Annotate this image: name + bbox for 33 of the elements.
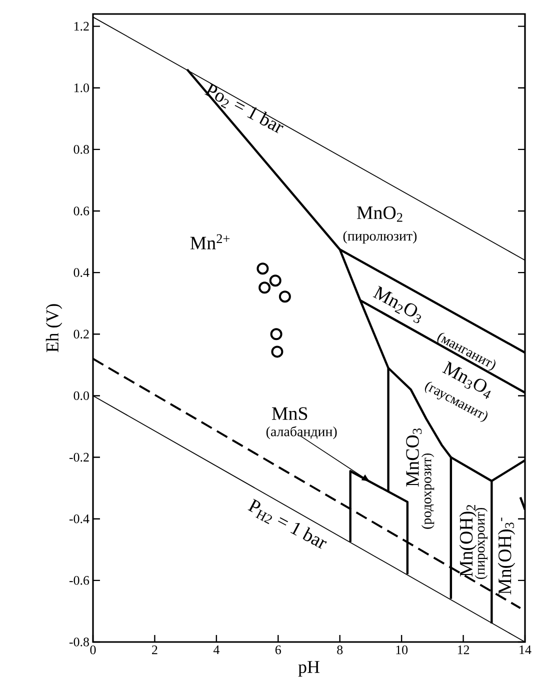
y-tick-label: -0.4 [69, 514, 90, 524]
annotation: MnCO$_{3}$ [406, 428, 422, 487]
x-tick-label: 12 [458, 646, 470, 654]
y-tick-label: -0.2 [69, 452, 89, 462]
y-axis-title: Eh (V) [46, 304, 62, 352]
annotation: MnO$_{2}$ [356, 206, 402, 222]
x-tick-label: 10 [396, 646, 408, 654]
y-tick-label: 0.2 [74, 330, 89, 339]
y-tick-label: -0.8 [69, 638, 89, 646]
x-tick-label: 4 [213, 646, 220, 654]
x-tick-label: 14 [520, 646, 532, 654]
x-tick-label: 8 [337, 646, 343, 654]
annotation: (алабандин) [266, 426, 337, 440]
x-tick-label: 0 [90, 646, 96, 654]
x-tick-label: 2 [152, 646, 158, 654]
annotation: MnS [272, 407, 308, 420]
annotation: (пиролюзит) [343, 230, 417, 244]
x-tick-label: 6 [275, 646, 281, 654]
y-tick-label: -0.6 [69, 576, 90, 585]
y-tick-label: 1.0 [74, 83, 89, 92]
annotation: Mn(OH)$_{2}$ [459, 504, 476, 577]
x-axis-title: pH [298, 661, 320, 677]
annotation: Mn(OH)$_{3}$- [498, 518, 516, 594]
annotation: (родохрозит) [421, 453, 434, 529]
y-tick-label: 0.6 [74, 206, 90, 216]
annotation: Mn$^{2+}$ [190, 234, 230, 250]
y-tick-label: 0.8 [74, 145, 89, 154]
annotation: P$_{H2}$ = 1 bar [248, 498, 327, 549]
y-tick-label: 0.4 [74, 268, 90, 277]
annotation: (пирохроит) [474, 508, 488, 580]
y-tick-label: 0.0 [74, 391, 89, 400]
annotation: Mn$_{2}$O$_{3}$ [372, 286, 421, 324]
y-tick-label: 1.2 [74, 22, 89, 31]
